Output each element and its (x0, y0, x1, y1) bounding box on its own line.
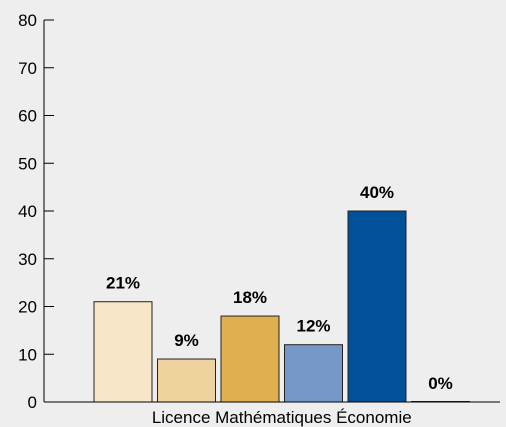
y-tick-label: 60 (18, 107, 37, 126)
y-tick-label: 10 (18, 345, 37, 364)
bar (284, 344, 343, 403)
bar (157, 358, 216, 403)
bar (347, 210, 407, 403)
y-axis: 0 10 20 30 40 50 60 70 80 (18, 11, 54, 412)
bar-data-label: 18% (233, 288, 267, 307)
bar-data-label: 40% (360, 183, 394, 202)
y-tick-label: 0 (28, 393, 37, 412)
bar-data-label: 0% (428, 374, 453, 393)
y-tick-label: 70 (18, 59, 37, 78)
bar-data-label: 12% (296, 317, 330, 336)
bars-group (93, 210, 470, 403)
y-tick-label: 30 (18, 250, 37, 269)
bar-data-label: 9% (174, 331, 199, 350)
category-label: Licence Mathématiques Économie (152, 408, 412, 427)
bar (93, 301, 153, 403)
y-tick-label: 20 (18, 298, 37, 317)
data-labels-group: 21% 9% 18% 12% 40% 0% (106, 183, 453, 393)
y-tick-label: 40 (18, 202, 37, 221)
y-tick-label: 50 (18, 154, 37, 173)
bar (220, 315, 280, 403)
y-tick-label: 80 (18, 11, 37, 30)
bar-data-label: 21% (106, 274, 140, 293)
